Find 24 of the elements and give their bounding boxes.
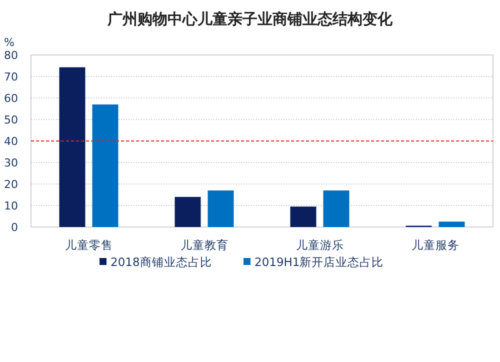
x-tick-label: 儿童游乐	[296, 238, 344, 252]
bar	[208, 190, 234, 227]
bar	[290, 206, 316, 227]
bar	[59, 67, 86, 227]
legend-label: 2019H1新开店业态占比	[254, 255, 384, 269]
y-tick-label: 60	[4, 92, 18, 105]
y-tick-label: 20	[4, 178, 18, 191]
y-tick-label: 30	[4, 156, 18, 170]
y-tick-label: 50	[4, 114, 18, 126]
y-tick-label: 70	[4, 70, 18, 84]
x-tick-label: 儿童服务	[411, 238, 460, 252]
y-axis-title: %	[4, 36, 14, 49]
legend-label: 2018商铺业态占比	[110, 255, 212, 269]
x-tick-label: 儿童零售	[64, 238, 113, 252]
chart-title: 广州购物中心儿童亲子业商铺业态结构变化	[106, 10, 394, 28]
x-tick-label: 儿童教育	[180, 238, 228, 252]
bar	[438, 222, 465, 227]
y-tick-label: 40	[4, 135, 18, 148]
bar	[174, 196, 201, 227]
bar	[323, 190, 350, 227]
y-tick-label: 0	[11, 221, 18, 234]
y-tick-label: 10	[4, 200, 18, 212]
bar	[92, 104, 118, 227]
y-tick-label: 80	[4, 49, 18, 62]
